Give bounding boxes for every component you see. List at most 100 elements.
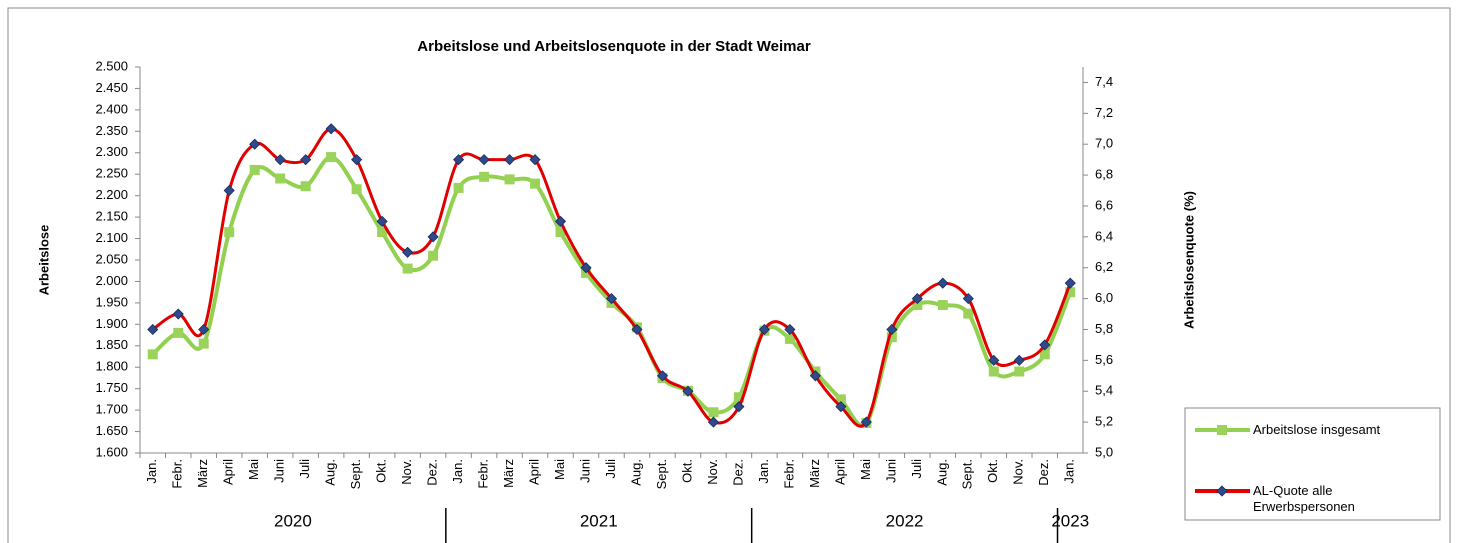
data-point	[453, 182, 464, 193]
data-point	[656, 370, 669, 382]
x-tick-label: April	[526, 459, 541, 485]
y2-tick-label: 5,2	[1095, 414, 1113, 429]
legend-marker	[1217, 425, 1227, 435]
data-point	[453, 154, 465, 166]
y2-tick-label: 5,6	[1095, 352, 1113, 367]
data-point	[402, 263, 413, 274]
data-point	[325, 123, 337, 135]
x-tick-label: Febr.	[781, 459, 796, 489]
x-tick-label: Aug.	[628, 459, 643, 486]
x-tick-label: Juli	[909, 459, 924, 479]
x-tick-label: Nov.	[399, 459, 414, 485]
data-point	[198, 338, 209, 349]
x-tick-label: Jan.	[756, 459, 771, 484]
data-point	[911, 293, 923, 305]
x-tick-label: Juli	[603, 459, 618, 479]
data-point	[758, 323, 770, 336]
x-tick-label: Juni	[272, 459, 287, 483]
data-point	[173, 327, 184, 338]
legend-marker	[1216, 485, 1228, 497]
data-point	[377, 227, 388, 238]
data-point	[275, 173, 286, 184]
x-tick-label: Juni	[883, 459, 898, 483]
x-tick-label: Sept.	[348, 459, 363, 489]
y-tick-label: 1.950	[95, 294, 128, 309]
data-point	[682, 385, 694, 397]
x-tick-label: Okt.	[679, 459, 694, 483]
data-point	[1013, 354, 1025, 366]
data-point	[784, 333, 795, 344]
y2-tick-label: 7,0	[1095, 136, 1113, 151]
data-point	[478, 154, 490, 166]
x-tick-label: Jan.	[144, 459, 159, 484]
y2-tick-label: 6,8	[1095, 167, 1113, 182]
data-point	[708, 407, 719, 418]
data-point	[707, 416, 720, 428]
x-tick-label: Nov.	[1011, 459, 1026, 485]
data-point	[427, 231, 439, 243]
x-tick-label: April	[221, 459, 236, 485]
x-tick-label: Sept.	[960, 459, 975, 489]
y2-tick-label: 6,2	[1095, 259, 1113, 274]
data-point	[912, 300, 923, 311]
x-tick-label: Dez.	[730, 459, 745, 486]
y-tick-label: 1.850	[95, 337, 128, 352]
y2-tick-label: 6,6	[1095, 197, 1113, 212]
x-tick-label: Okt.	[985, 459, 1000, 483]
y-tick-label: 1.600	[95, 444, 128, 459]
data-point	[351, 154, 363, 166]
data-point	[503, 154, 516, 166]
y-tick-label: 2.100	[95, 230, 128, 245]
data-point	[554, 215, 567, 227]
data-point	[402, 246, 414, 258]
data-point	[963, 308, 974, 319]
y-tick-label: 2.500	[95, 58, 128, 73]
data-point	[479, 171, 490, 182]
chart-title: Arbeitslose und Arbeitslosenquote in der…	[417, 38, 811, 55]
data-point	[300, 181, 311, 192]
chart-border	[7, 7, 1451, 543]
y2-tick-label: 5,0	[1095, 444, 1113, 459]
x-tick-label: Aug.	[323, 459, 338, 486]
data-point	[249, 138, 261, 150]
data-point	[962, 293, 974, 305]
data-point	[988, 354, 1000, 366]
data-point	[198, 323, 210, 336]
data-point	[631, 323, 643, 336]
y-tick-label: 2.350	[95, 123, 128, 138]
data-point	[988, 366, 999, 377]
series-line	[151, 127, 1072, 428]
y-tick-label: 2.250	[95, 166, 128, 181]
x-tick-label: Febr.	[476, 459, 491, 489]
y-tick-label: 1.650	[95, 423, 128, 438]
x-tick-label: März	[501, 459, 516, 488]
y2-tick-label: 7,4	[1095, 74, 1113, 89]
year-label: 2020	[274, 511, 312, 530]
legend-box	[1184, 407, 1441, 521]
data-point	[1039, 339, 1051, 351]
y-tick-label: 2.400	[95, 101, 128, 116]
y-tick-label: 1.800	[95, 359, 128, 374]
x-tick-label: Jan.	[1062, 459, 1077, 484]
y-axis-label: Arbeitslose	[36, 225, 51, 296]
x-tick-label: Mai	[246, 459, 261, 480]
data-point	[1039, 349, 1050, 360]
x-tick-label: Mai	[858, 459, 873, 480]
y2-tick-label: 6,4	[1095, 228, 1113, 243]
data-point	[224, 227, 235, 238]
data-point	[147, 323, 159, 336]
data-point	[886, 332, 897, 343]
series-line	[151, 155, 1073, 428]
legend-label: AL-Quote alle Erwerbspersonen	[1253, 483, 1355, 514]
data-point	[733, 392, 744, 403]
data-point	[1064, 277, 1076, 289]
x-tick-label: Jan.	[450, 459, 465, 484]
y-tick-label: 2.300	[95, 144, 128, 159]
data-point	[937, 277, 949, 289]
data-point	[249, 164, 260, 175]
y-tick-label: 2.150	[95, 209, 128, 224]
x-tick-label: Sept.	[654, 459, 669, 489]
y-tick-label: 2.200	[95, 187, 128, 202]
x-tick-label: Juni	[577, 459, 592, 483]
